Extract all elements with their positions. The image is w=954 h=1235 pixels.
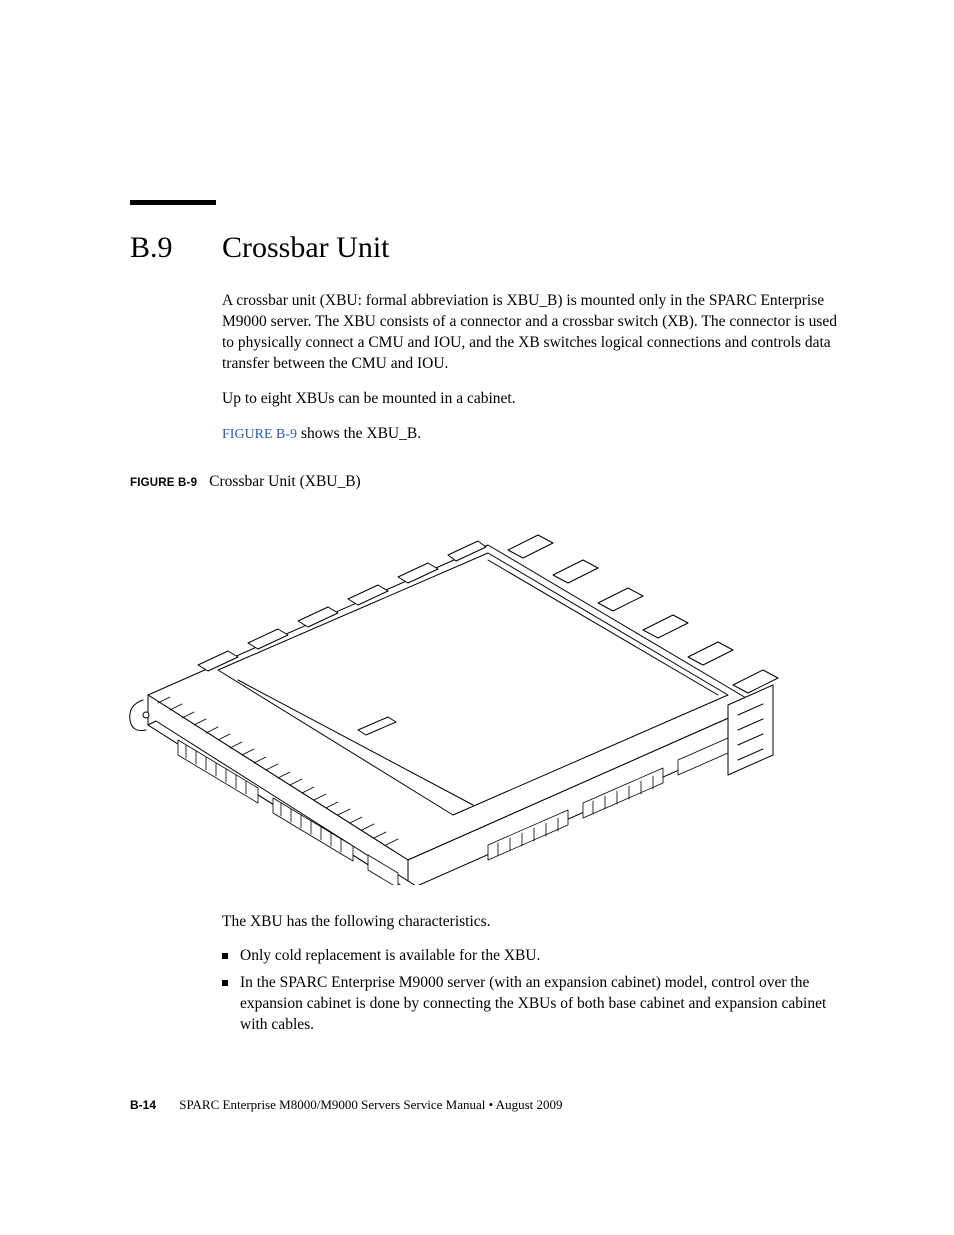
paragraph-2: Up to eight XBUs can be mounted in a cab…	[222, 389, 844, 410]
heading-number: B.9	[130, 231, 222, 265]
figure-caption: Crossbar Unit (XBU_B)	[209, 473, 361, 491]
page-number: B-14	[130, 1098, 156, 1112]
section-rule	[130, 200, 216, 205]
page-footer: B-14 SPARC Enterprise M8000/M9000 Server…	[130, 1097, 563, 1113]
page: B.9 Crossbar Unit A crossbar unit (XBU: …	[0, 0, 954, 1235]
figure-label-row: FIGURE B-9 Crossbar Unit (XBU_B)	[130, 473, 844, 491]
paragraph-1: A crossbar unit (XBU: formal abbreviatio…	[222, 291, 844, 375]
paragraph-4: The XBU has the following characteristic…	[222, 912, 844, 933]
bullet-2: In the SPARC Enterprise M9000 server (wi…	[222, 973, 844, 1036]
paragraph-3-rest: shows the XBU_B.	[297, 425, 421, 442]
bullet-list: Only cold replacement is available for t…	[222, 946, 844, 1036]
body-after-figure: The XBU has the following characteristic…	[222, 912, 844, 1037]
figure-crossref-link[interactable]: FIGURE B-9	[222, 427, 297, 442]
section-heading: B.9 Crossbar Unit	[130, 231, 844, 265]
crossbar-unit-diagram	[88, 505, 808, 885]
heading-title: Crossbar Unit	[222, 231, 390, 265]
paragraph-3: FIGURE B-9 shows the XBU_B.	[222, 424, 844, 445]
body: A crossbar unit (XBU: formal abbreviatio…	[222, 291, 844, 445]
footer-text: SPARC Enterprise M8000/M9000 Servers Ser…	[179, 1097, 562, 1112]
figure-label: FIGURE B-9	[130, 477, 197, 489]
figure-image	[88, 505, 844, 890]
bullet-1: Only cold replacement is available for t…	[222, 946, 844, 967]
